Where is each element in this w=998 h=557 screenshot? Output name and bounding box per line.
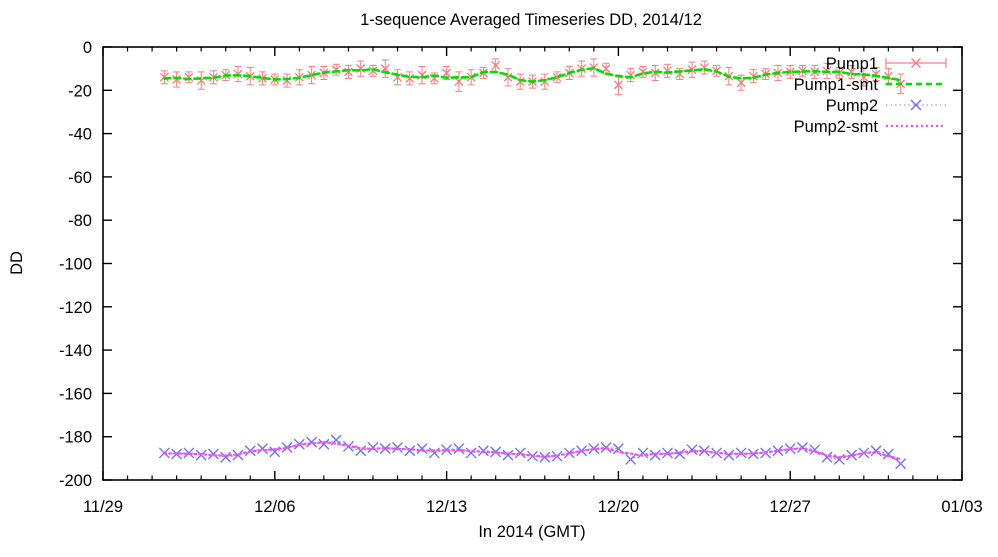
y-tick-label: -160	[59, 385, 92, 403]
y-tick-label: -20	[68, 82, 92, 100]
legend-label: Pump1-smt	[794, 76, 879, 94]
legend-entry-pump1-smt: Pump1-smt	[794, 76, 946, 94]
x-tick-label: 12/13	[426, 498, 467, 516]
chart-title: 1-sequence Averaged Timeseries DD, 2014/…	[360, 11, 702, 29]
legend-label: Pump1	[826, 55, 878, 73]
legend-label: Pump2	[826, 97, 878, 115]
x-tick-label: 01/03	[941, 498, 982, 516]
y-axis-title: DD	[8, 251, 26, 275]
x-tick-label: 12/27	[770, 498, 811, 516]
y-tick-label: -180	[59, 429, 92, 447]
y-axis-ticks: 0 -20 -40 -60 -80 -100 -120 -140 -160 -180 -200	[59, 39, 962, 490]
legend-entry-pump2-smt: Pump2-smt	[794, 118, 946, 136]
x-axis-ticks: 11/29 12/06 12/13 12/20 12/27 01/03	[83, 47, 983, 516]
series-pump2-smt	[163, 441, 902, 461]
x-tick-label: 11/29	[83, 498, 123, 516]
y-tick-label: -200	[59, 472, 92, 490]
y-tick-label: -140	[59, 342, 92, 360]
legend: Pump1 Pump1-smt Pump2 Pump2-smt	[794, 55, 947, 136]
legend-entry-pump2: Pump2	[826, 97, 946, 115]
y-tick-label: -40	[68, 126, 92, 144]
series-pump1-smt	[163, 66, 902, 83]
y-tick-label: -60	[68, 169, 92, 187]
y-tick-label: -100	[59, 256, 92, 274]
y-tick-label: 0	[83, 39, 92, 57]
x-tick-label: 12/20	[598, 498, 639, 516]
y-tick-label: -120	[59, 299, 92, 317]
series-pump2	[158, 434, 907, 470]
x-tick-label: 12/06	[254, 498, 295, 516]
legend-entry-pump1: Pump1	[826, 55, 947, 73]
plot-area: 11/29 12/06 12/13 12/20 12/27 01/03 0 -20 -40 -60…	[59, 39, 983, 516]
legend-label: Pump2-smt	[794, 118, 879, 136]
x-axis-title: In 2014 (GMT)	[478, 523, 585, 541]
y-tick-label: -80	[68, 212, 92, 230]
